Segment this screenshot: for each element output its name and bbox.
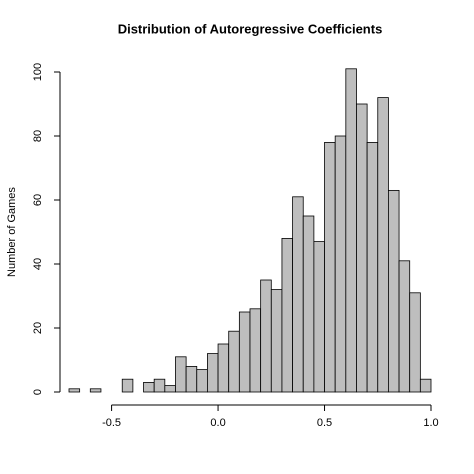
bar xyxy=(345,68,357,393)
y-tick-label: 80 xyxy=(32,130,44,142)
bar xyxy=(238,311,251,393)
bar xyxy=(398,260,411,393)
bar xyxy=(409,292,421,393)
y-tick-label: 0 xyxy=(32,389,44,395)
y-tick-label: 100 xyxy=(32,63,44,81)
bar xyxy=(313,241,325,393)
bar xyxy=(377,97,389,393)
y-axis-label: Number of Games xyxy=(6,187,18,277)
x-tick-label: -0.5 xyxy=(102,417,121,429)
bar xyxy=(270,289,283,393)
x-tick-label: 0.0 xyxy=(210,417,225,429)
chart-title: Distribution of Autoregressive Coefficie… xyxy=(118,21,383,36)
bar xyxy=(217,343,230,393)
bar xyxy=(260,279,272,393)
bar xyxy=(185,365,198,393)
bar xyxy=(153,378,166,393)
y-tick-label: 40 xyxy=(32,258,44,270)
bar xyxy=(281,237,293,393)
bar xyxy=(143,381,155,393)
bar xyxy=(366,141,379,393)
bar xyxy=(89,388,102,393)
y-tick-label: 20 xyxy=(32,322,44,334)
bar xyxy=(388,189,400,393)
bar xyxy=(68,388,81,393)
bar xyxy=(249,308,262,393)
bar xyxy=(324,141,336,393)
bar xyxy=(196,369,208,393)
x-tick-label: 1.0 xyxy=(423,417,438,429)
bar xyxy=(334,135,347,393)
bar xyxy=(356,103,368,393)
bar xyxy=(164,385,176,393)
bar xyxy=(175,356,187,393)
bar xyxy=(121,378,134,393)
y-tick-label: 60 xyxy=(32,194,44,206)
bar xyxy=(419,378,432,393)
bar xyxy=(228,330,240,393)
bar xyxy=(207,353,219,393)
bar xyxy=(302,215,315,393)
x-tick-label: 0.5 xyxy=(317,417,332,429)
bar xyxy=(292,196,304,393)
